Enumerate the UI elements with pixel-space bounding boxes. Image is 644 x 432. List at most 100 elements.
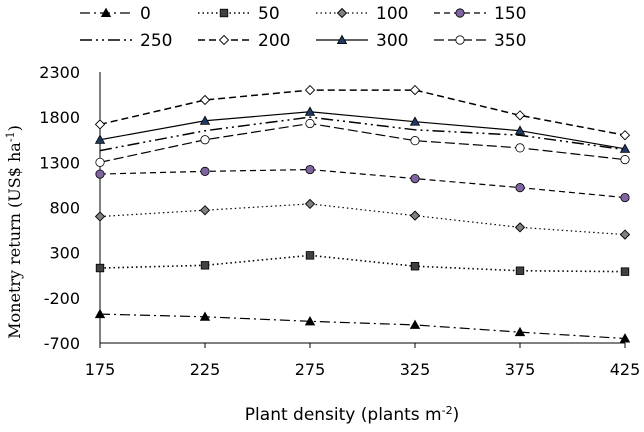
y-tick-label: 800 <box>49 199 80 218</box>
data-point-50 <box>410 262 420 271</box>
data-point-50 <box>305 251 315 260</box>
legend-item-150: 150 <box>434 4 526 24</box>
y-tick-label: -200 <box>44 289 80 308</box>
legend-swatch-marker <box>219 8 229 18</box>
legend-swatch-marker <box>455 8 465 18</box>
y-tick-label: 1800 <box>39 108 80 127</box>
x-axis: 175 225 275 325 375 425 <box>85 342 641 379</box>
legend-swatch-marker <box>336 34 348 44</box>
series-150 <box>95 164 630 203</box>
legend-swatch-marker <box>455 35 465 45</box>
data-point-150 <box>410 173 420 184</box>
data-point-50 <box>515 266 525 275</box>
legend-item-300: 300 <box>316 31 408 51</box>
legend-item-50: 50 <box>198 4 280 24</box>
data-point-0 <box>94 308 106 319</box>
series-50 <box>95 251 630 276</box>
data-point-0 <box>409 319 421 329</box>
y-tick-label: 300 <box>49 244 80 263</box>
legend: 0 50 100 150 250 200 300 350 <box>80 4 526 51</box>
legend-label: 250 <box>140 31 172 51</box>
legend-item-100: 100 <box>316 4 408 24</box>
x-tick-label: 375 <box>505 360 536 379</box>
data-point-50 <box>200 261 210 270</box>
data-point-350 <box>95 157 105 167</box>
legend-label: 200 <box>258 31 290 51</box>
legend-label: 150 <box>494 4 526 24</box>
x-tick-label: 425 <box>610 360 641 379</box>
x-tick-label: 225 <box>190 360 221 379</box>
data-point-50 <box>95 263 105 273</box>
data-point-50 <box>620 267 630 276</box>
data-point-350 <box>515 143 525 153</box>
series-line-300 <box>99 111 626 150</box>
series-line-250 <box>99 116 626 152</box>
data-point-300 <box>514 125 526 135</box>
series-200 <box>94 84 631 141</box>
data-point-0 <box>199 311 211 321</box>
data-point-100 <box>199 205 211 216</box>
x-tick-label: 325 <box>400 360 431 379</box>
data-point-0 <box>514 326 526 337</box>
data-point-300 <box>304 106 316 116</box>
data-point-100 <box>514 222 526 233</box>
legend-label: 50 <box>258 4 280 24</box>
data-point-0 <box>304 315 316 326</box>
y-tick-label: -700 <box>44 334 80 353</box>
data-point-200 <box>514 110 526 121</box>
series-300 <box>94 106 631 153</box>
series-line-0 <box>99 313 626 340</box>
data-point-200 <box>199 94 211 106</box>
series-line-200 <box>99 89 626 136</box>
data-point-150 <box>620 192 630 203</box>
y-axis-title: Monetry return (US$ ha-1) <box>4 125 24 339</box>
data-point-100 <box>409 210 421 221</box>
data-point-200 <box>619 130 631 141</box>
series-line-50 <box>99 254 626 273</box>
legend-swatch-marker <box>218 34 230 46</box>
data-point-350 <box>305 118 315 129</box>
series-group <box>94 84 631 343</box>
data-point-200 <box>409 84 421 96</box>
data-point-150 <box>305 164 315 175</box>
series-line-100 <box>99 203 626 236</box>
legend-label: 100 <box>376 4 408 24</box>
legend-item-0: 0 <box>80 4 151 24</box>
legend-item-350: 350 <box>434 31 526 51</box>
x-axis-title: Plant density (plants m-2) <box>245 404 459 425</box>
series-250 <box>99 116 626 152</box>
series-0 <box>94 308 631 343</box>
legend-swatch-marker <box>100 7 112 18</box>
legend-label: 350 <box>494 31 526 51</box>
series-100 <box>94 198 631 240</box>
data-point-100 <box>304 198 316 210</box>
data-point-100 <box>94 211 106 222</box>
legend-item-250: 250 <box>80 31 172 51</box>
legend-label: 0 <box>140 4 151 24</box>
data-point-200 <box>304 84 316 96</box>
y-tick-label: 2300 <box>39 63 80 82</box>
data-point-100 <box>619 229 631 240</box>
data-point-0 <box>619 333 631 343</box>
data-point-300 <box>619 143 631 153</box>
data-point-150 <box>200 166 210 176</box>
legend-swatch-marker <box>336 7 348 19</box>
y-tick-label: 1300 <box>39 153 80 172</box>
y-axis: -700 -200 300 800 1300 1800 2300 <box>39 63 101 353</box>
data-point-300 <box>199 115 211 125</box>
series-350 <box>95 118 630 167</box>
x-tick-label: 275 <box>295 360 326 379</box>
series-line-150 <box>99 168 626 199</box>
legend-label: 300 <box>376 31 408 51</box>
data-point-300 <box>409 116 421 126</box>
series-line-350 <box>99 122 626 163</box>
legend-item-200: 200 <box>198 31 290 51</box>
data-point-300 <box>94 134 106 144</box>
data-point-200 <box>94 119 106 130</box>
data-point-350 <box>410 136 420 146</box>
x-tick-label: 175 <box>85 360 116 379</box>
data-point-350 <box>200 135 210 145</box>
data-point-350 <box>620 155 630 165</box>
data-point-150 <box>95 169 105 179</box>
